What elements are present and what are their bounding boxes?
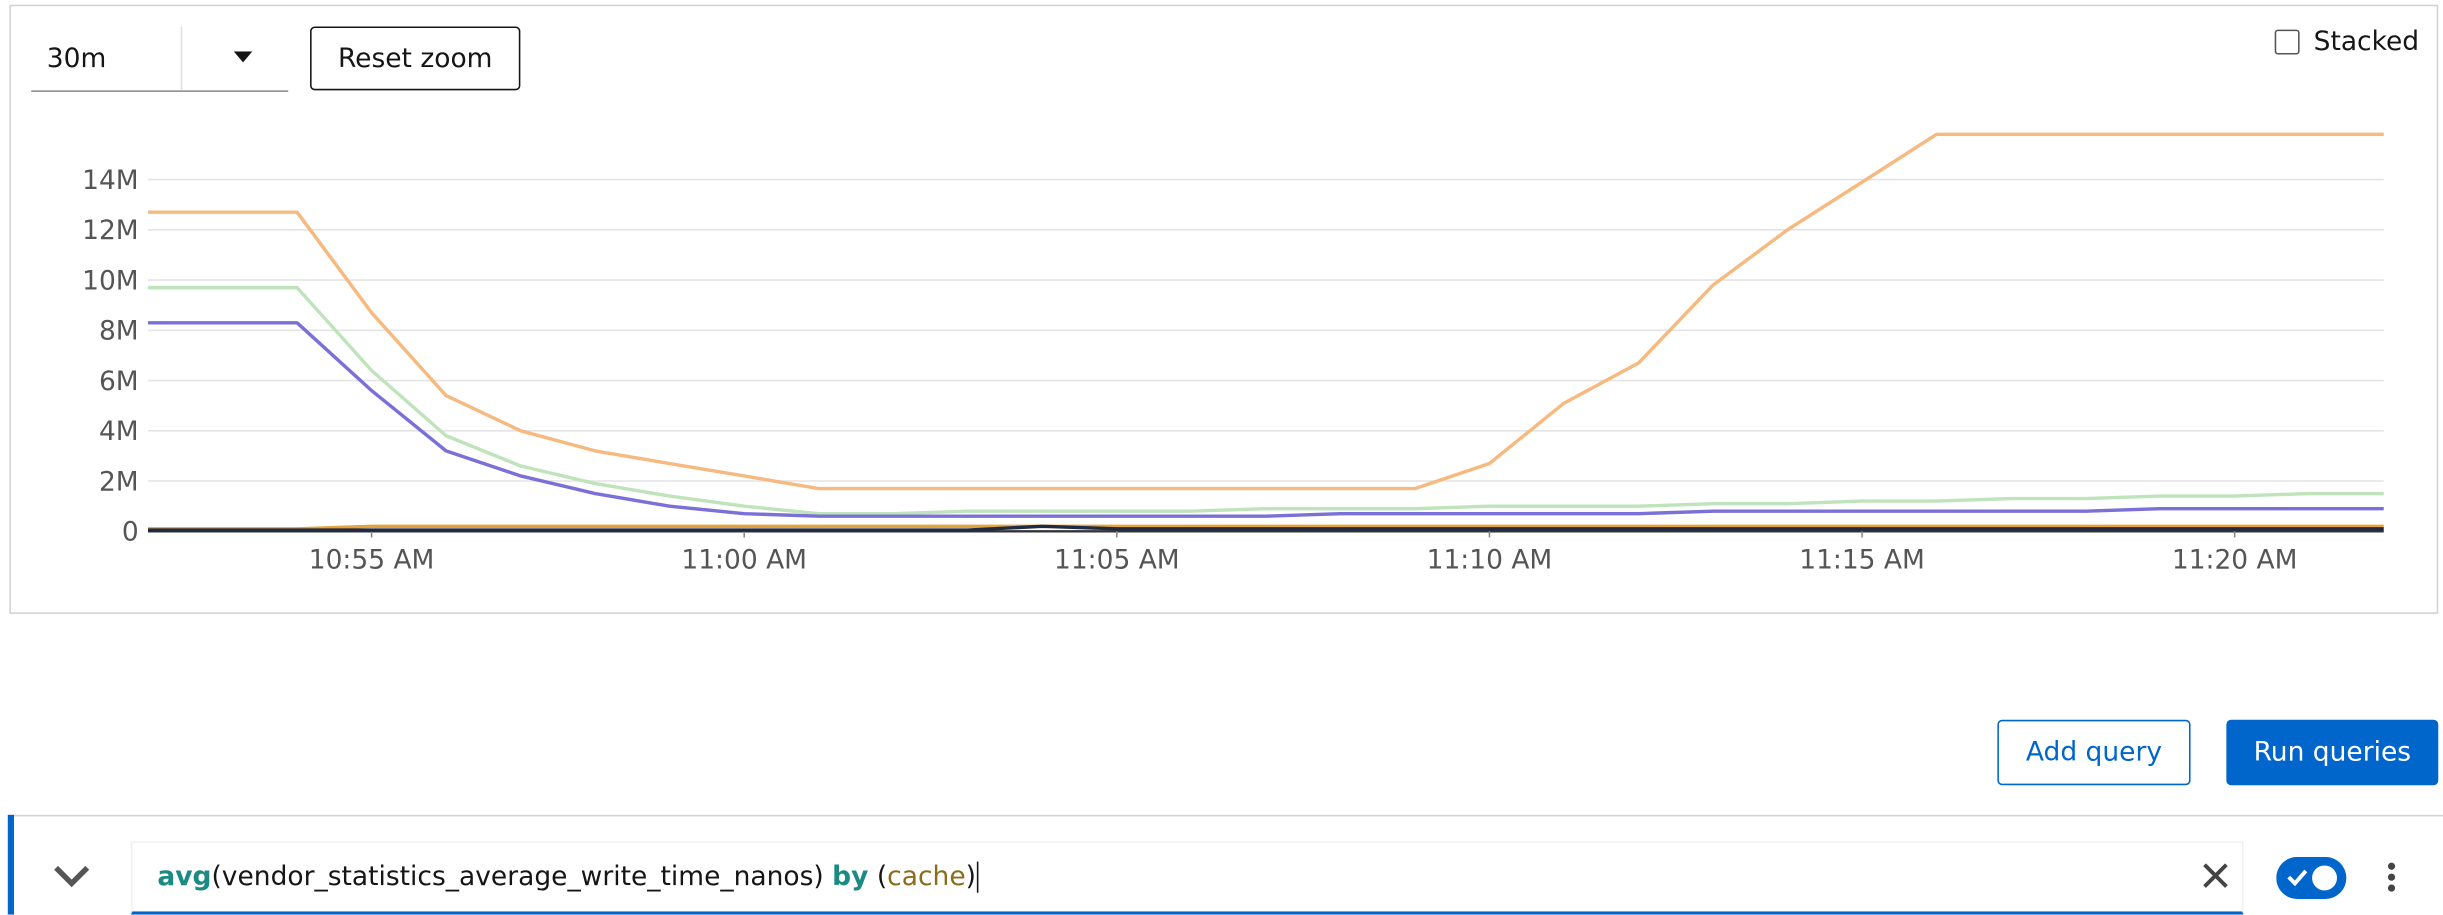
x-tick-label: 11:05 AM — [1054, 545, 1180, 576]
y-tick-label: 10M — [82, 265, 139, 296]
y-tick-label: 6M — [99, 366, 139, 397]
x-tick-label: 10:55 AM — [309, 545, 435, 576]
series-line — [148, 524, 2384, 531]
divider — [7, 814, 2443, 817]
caret — [233, 51, 253, 63]
text-cursor — [977, 861, 980, 893]
separator — [180, 26, 183, 91]
y-tick-label: 4M — [99, 416, 139, 447]
query-input[interactable]: avg(vendor_statistics_average_write_time… — [130, 841, 2244, 915]
y-tick-label: 2M — [99, 466, 139, 497]
x-tick-label: 11:15 AM — [1799, 545, 1925, 576]
collapse-chevron[interactable] — [53, 863, 90, 888]
query-token: ) — [965, 861, 976, 893]
kebab-menu[interactable] — [2385, 862, 2397, 893]
x-tick-label: 11:20 AM — [2172, 545, 2298, 576]
y-tick-label: 8M — [99, 316, 139, 347]
y-tick-label: 14M — [82, 165, 139, 196]
range-value: 30m — [46, 43, 107, 75]
series-line — [148, 132, 2384, 491]
series-line — [148, 524, 2384, 532]
query-token: (vendor_statistics_average_write_time_na… — [211, 861, 833, 893]
clear-button[interactable] — [2201, 862, 2229, 890]
series-line — [148, 321, 2384, 518]
query-token: cache — [887, 861, 966, 893]
x-tick-label: 11:10 AM — [1427, 545, 1553, 576]
stacked-checkbox[interactable] — [2274, 29, 2300, 55]
enable-toggle[interactable] — [2276, 856, 2348, 901]
chart: 0 2M 4M 6M 8M 10M 12M 14M 10:55 AM 11:00 AM 11:05 … — [82, 132, 2384, 576]
query-token: ( — [868, 861, 888, 893]
series-line — [148, 285, 2384, 516]
y-tick-label: 12M — [82, 215, 139, 246]
range-select[interactable]: 30m — [31, 26, 289, 92]
y-tick-label: 0 — [122, 517, 139, 548]
run-queries-button[interactable]: Run queries — [2226, 719, 2439, 786]
query-token: by — [832, 861, 869, 893]
add-query-button[interactable]: Add query — [1997, 719, 2191, 786]
x-tick-label: 11:00 AM — [681, 545, 807, 576]
row-accent — [7, 814, 15, 915]
stacked-label: Stacked — [2313, 26, 2420, 58]
reset-zoom-button[interactable]: Reset zoom — [310, 26, 521, 91]
query-token: avg — [157, 861, 212, 893]
chart-panel — [9, 4, 2439, 614]
